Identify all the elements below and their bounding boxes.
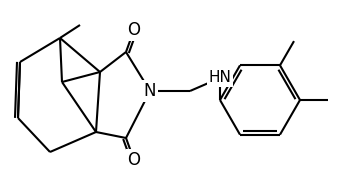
Text: O: O [127, 21, 140, 39]
Text: O: O [127, 151, 140, 169]
Text: N: N [144, 82, 156, 100]
Text: HN: HN [209, 70, 231, 86]
